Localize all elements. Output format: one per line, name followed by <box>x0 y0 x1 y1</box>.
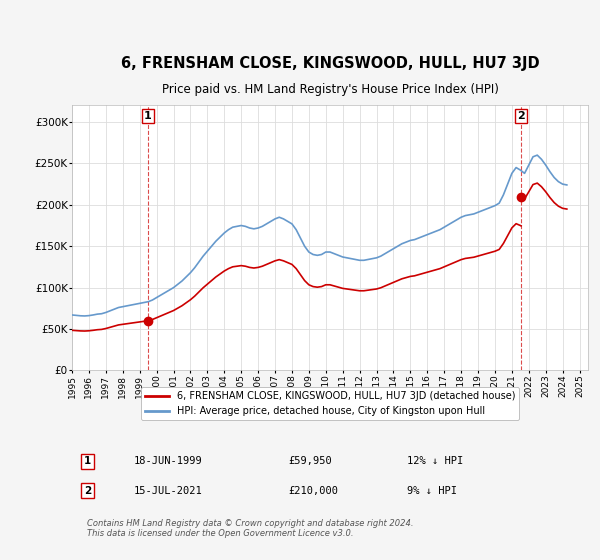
Text: 1: 1 <box>84 456 91 466</box>
Text: £59,950: £59,950 <box>289 456 332 466</box>
Text: £210,000: £210,000 <box>289 486 339 496</box>
Text: 6, FRENSHAM CLOSE, KINGSWOOD, HULL, HU7 3JD: 6, FRENSHAM CLOSE, KINGSWOOD, HULL, HU7 … <box>121 56 539 71</box>
Text: 1: 1 <box>144 111 151 121</box>
Legend: 6, FRENSHAM CLOSE, KINGSWOOD, HULL, HU7 3JD (detached house), HPI: Average price: 6, FRENSHAM CLOSE, KINGSWOOD, HULL, HU7 … <box>141 388 519 420</box>
Text: 2: 2 <box>84 486 91 496</box>
Text: Contains HM Land Registry data © Crown copyright and database right 2024.
This d: Contains HM Land Registry data © Crown c… <box>88 519 414 538</box>
Text: 2: 2 <box>517 111 525 121</box>
Text: 12% ↓ HPI: 12% ↓ HPI <box>407 456 464 466</box>
Text: 9% ↓ HPI: 9% ↓ HPI <box>407 486 457 496</box>
Text: 15-JUL-2021: 15-JUL-2021 <box>134 486 203 496</box>
Text: 18-JUN-1999: 18-JUN-1999 <box>134 456 203 466</box>
Text: Price paid vs. HM Land Registry's House Price Index (HPI): Price paid vs. HM Land Registry's House … <box>161 82 499 96</box>
